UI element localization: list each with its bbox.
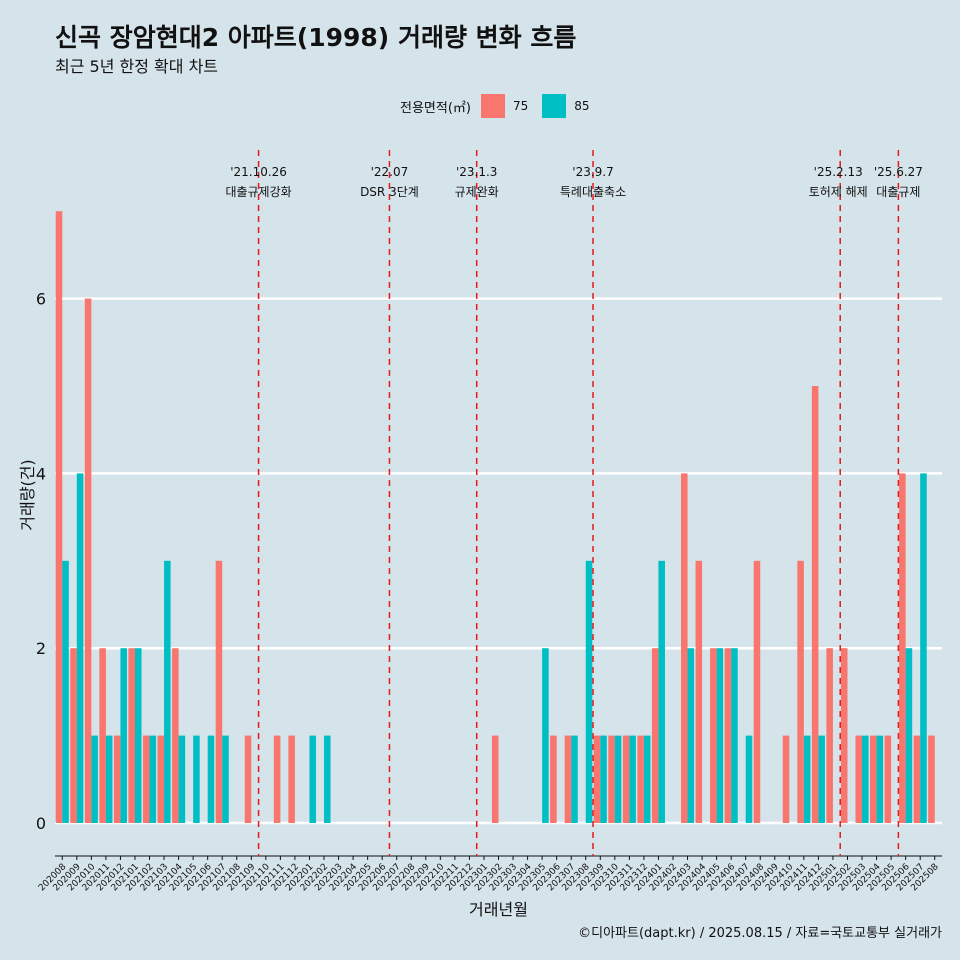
bar-75-202401: [651, 648, 659, 823]
bar-85-202305: [542, 648, 549, 823]
bar-85-202506: [905, 648, 913, 823]
bar-75-202310: [608, 735, 615, 823]
bar-75-202012: [113, 735, 121, 823]
bar-75-202112: [288, 735, 295, 823]
bar-85-202103: [164, 560, 171, 823]
event-label-2: DSR 3단계: [360, 185, 419, 199]
bar-75-202507: [913, 735, 921, 823]
x-axis-title: 거래년월: [469, 900, 528, 919]
bar-85-202104: [178, 735, 186, 823]
y-axis-title: 거래량(건): [18, 459, 37, 530]
y-tick-label: 2: [36, 639, 46, 658]
bar-85-202201: [309, 735, 317, 823]
bar-75-202410: [782, 735, 790, 823]
bar-85-202107: [222, 735, 229, 823]
event-label-1: 대출규제강화: [225, 185, 291, 199]
bar-85-202312: [643, 735, 651, 823]
bar-85-202407: [745, 735, 753, 823]
legend-title: 전용면적(㎡): [400, 100, 471, 116]
bar-85-202202: [324, 735, 331, 823]
y-tick-label: 0: [36, 814, 46, 833]
bar-85-202102: [149, 735, 157, 823]
event-date-4: '23.9.7: [572, 165, 613, 179]
legend-label-85: 85: [574, 99, 590, 113]
bar-85-202401: [658, 560, 665, 823]
legend: 전용면적(㎡) 75 85: [400, 94, 604, 118]
bar-75-202102: [142, 735, 150, 823]
chart-title: 신곡 장암현대2 아파트(1998) 거래량 변화 흐름: [55, 23, 577, 52]
bar-75-202311: [622, 735, 630, 823]
bar-75-202403: [680, 473, 688, 823]
bar-75-202107: [215, 560, 223, 823]
bar-75-202312: [637, 735, 644, 823]
bar-75-202309: [593, 735, 601, 823]
bar-75-202109: [244, 735, 252, 823]
bar-75-202501: [826, 648, 833, 823]
bar-75-202302: [491, 735, 499, 823]
bar-85-202405: [716, 648, 724, 823]
event-label-4: 특례대출축소: [560, 185, 626, 199]
bar-75-202504: [870, 735, 877, 823]
bar-75-202010: [84, 298, 92, 824]
bar-75-202508: [928, 735, 935, 823]
bar-75-202306: [550, 735, 557, 823]
bar-85-202403: [687, 648, 695, 823]
bar-75-202307: [564, 735, 572, 823]
event-date-1: '21.10.26: [230, 165, 287, 179]
source-caption: ©디아파트(dapt.kr) / 2025.08.15 / 자료=국토교통부 실…: [578, 926, 942, 941]
event-label-6: 대출규제: [876, 185, 920, 199]
event-date-2: '22.07: [371, 165, 409, 179]
event-label-5: 토허제 해제: [809, 185, 868, 199]
bar-85-202307: [571, 735, 578, 823]
bar-85-202012: [120, 648, 127, 823]
bar-75-202506: [899, 473, 906, 823]
bar-85-202105: [193, 735, 200, 823]
bar-75-202404: [695, 560, 703, 823]
bar-85-202310: [614, 735, 622, 823]
event-date-3: '23.1.3: [456, 165, 497, 179]
bar-85-202308: [585, 560, 593, 823]
bar-85-202106: [207, 735, 215, 823]
bar-75-202406: [724, 648, 732, 823]
bar-85-202411: [803, 735, 811, 823]
bar-85-202009: [76, 473, 84, 823]
bar-85-202011: [105, 735, 113, 823]
bar-75-202411: [797, 560, 804, 823]
bar-75-202405: [710, 648, 717, 823]
event-label-3: 규제완화: [455, 185, 499, 199]
bar-75-202505: [884, 735, 892, 823]
bar-85-202309: [600, 735, 607, 823]
bar-75-202408: [753, 560, 761, 823]
y-tick-label: 4: [36, 464, 46, 483]
chart-subtitle: 최근 5년 한정 확대 차트: [55, 57, 219, 76]
bar-75-202008: [55, 211, 63, 823]
bar-75-202412: [811, 386, 819, 823]
legend-label-75: 75: [512, 99, 529, 113]
bar-85-202008: [62, 560, 69, 823]
event-date-6: '25.6.27: [874, 165, 923, 179]
bar-85-202503: [862, 735, 869, 823]
bar-85-202507: [920, 473, 927, 823]
bar-85-202311: [629, 735, 636, 823]
legend-swatch-75: [480, 94, 505, 118]
bar-75-202502: [840, 648, 848, 823]
bar-85-202412: [818, 735, 825, 823]
event-date-5: '25.2.13: [814, 165, 863, 179]
bar-75-202101: [128, 648, 135, 823]
bar-85-202406: [731, 648, 738, 823]
y-tick-label: 6: [36, 290, 46, 309]
bar-75-202503: [855, 735, 863, 823]
bar-85-202010: [91, 735, 98, 823]
bar-75-202011: [99, 648, 106, 823]
bar-75-202009: [70, 648, 77, 823]
legend-swatch-85: [542, 94, 567, 118]
bar-85-202504: [876, 735, 884, 823]
bar-85-202101: [134, 648, 142, 823]
bar-75-202111: [273, 735, 281, 823]
bar-75-202103: [157, 735, 165, 823]
bar-75-202104: [172, 648, 179, 823]
